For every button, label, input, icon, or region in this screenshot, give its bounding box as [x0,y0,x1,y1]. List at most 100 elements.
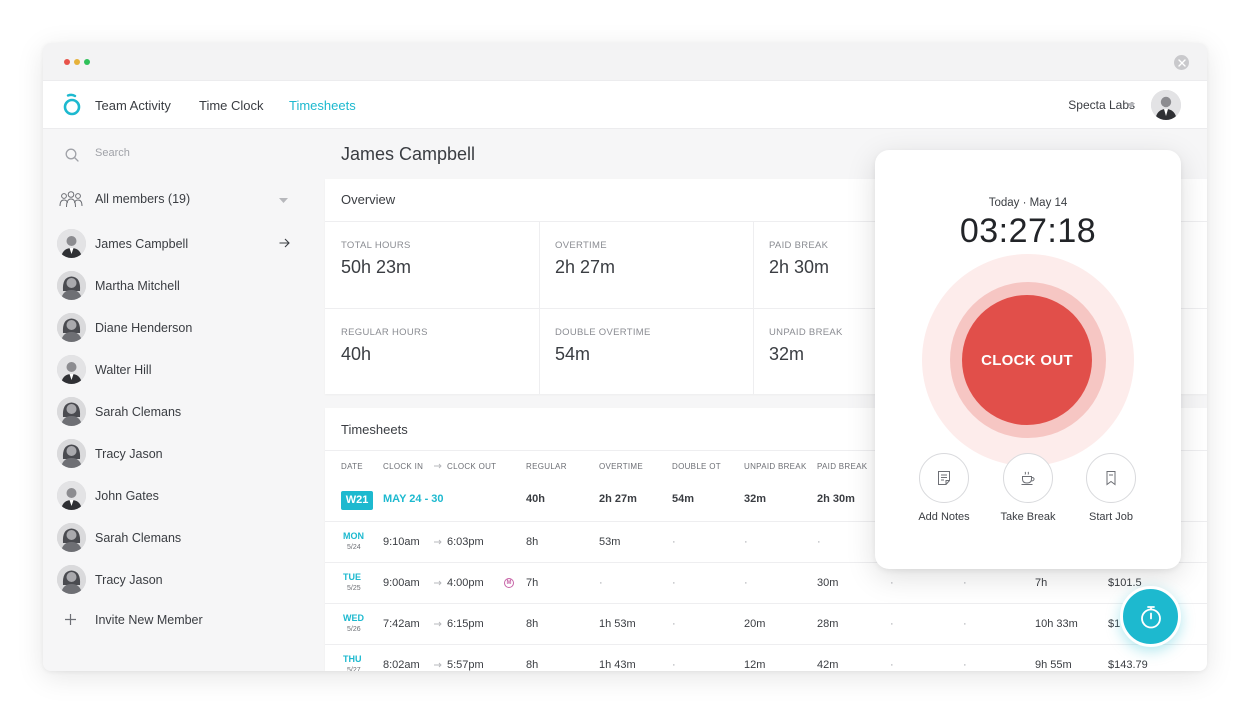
column-header-overtime[interactable]: OVERTIME [599,462,644,471]
member-item[interactable]: Walter Hill [43,353,325,387]
all-members-dropdown[interactable]: All members (19) [43,188,325,212]
tab-timesheets[interactable]: Timesheets [289,98,356,113]
sidebar: All members (19) James Campbell Martha Mi… [43,130,325,671]
add-notes-button[interactable]: Add Notes [904,453,984,523]
add-notes-label: Add Notes [918,511,970,523]
member-name: Sarah Clemans [95,531,182,545]
user-avatar[interactable] [1151,90,1181,120]
row-total: 7h [1035,577,1048,589]
add-notes-circle[interactable] [919,453,969,503]
plus-icon [65,614,76,625]
member-name: Sarah Clemans [95,405,182,419]
row-overtime: · [599,577,603,589]
member-item[interactable]: Martha Mitchell [43,269,325,303]
time-clock-panel: Today · May 14 03:27:18 CLOCK OUT Add No… [875,150,1181,569]
member-item[interactable]: John Gates [43,479,325,513]
member-item[interactable]: James Campbell [43,227,325,261]
stat-regular-hours: REGULAR HOURS 40h [341,327,428,365]
column-header-clock-out[interactable]: CLOCK OUT [447,462,497,471]
clock-out-button[interactable]: CLOCK OUT [962,295,1092,425]
row-total: 10h 33m [1035,618,1078,630]
column-header-paid-break[interactable]: PAID BREAK [817,462,868,471]
stat-label: UNPAID BREAK [769,327,843,338]
today-label: Today · May 14 [988,197,1068,209]
member-name: Diane Henderson [95,321,193,335]
member-name: Tracy Jason [95,447,163,461]
member-item[interactable]: Tracy Jason [43,563,325,597]
row-pay: $1 [1108,618,1121,630]
stopwatch-fab[interactable] [1120,586,1181,647]
arrow-right-icon [434,539,442,545]
table-row[interactable]: THU 5/27 8:02am 5:57pm 8h 1h 43m · 12m 42m · · 9h 5… [325,644,1207,671]
start-job-button[interactable]: Start Job [1071,453,1151,523]
avatar [57,313,86,342]
week-paid-break: 2h 30m [817,493,855,505]
row-pay: $143.79 [1108,659,1148,671]
column-header-regular[interactable]: REGULAR [526,462,567,471]
member-item[interactable]: Tracy Jason [43,437,325,471]
row-regular: 8h [526,659,539,671]
row-regular: 7h [526,577,539,589]
row-unpaid-break: 12m [744,659,766,671]
take-break-button[interactable]: Take Break [988,453,1068,523]
elapsed-timer: 03:27:18 [959,212,1097,250]
all-members-label: All members (19) [95,192,191,206]
tab-time-clock[interactable]: Time Clock [199,98,264,113]
window-close-dot[interactable] [64,59,70,65]
row-date: 5/24 [347,544,361,551]
search-box[interactable] [63,147,303,163]
table-row[interactable]: MON 5/24 9:10am 6:03pm 8h 53m · · · [325,521,1207,562]
chevron-down-icon[interactable] [1127,103,1135,108]
week-unpaid-break: 32m [744,493,767,505]
table-row[interactable]: WED 5/26 7:42am 6:15pm 8h 1h 53m · 20m 28m · · 10h … [325,603,1207,644]
member-item[interactable]: Diane Henderson [43,311,325,345]
member-name: John Gates [95,489,159,503]
row-regular: 8h [526,618,539,630]
row-clock-in: 9:00am [383,577,420,589]
stat-value: 2h 30m [769,257,830,277]
arrow-right-icon[interactable] [279,238,290,248]
divider [539,221,540,394]
week-regular: 40h [526,493,545,505]
start-job-label: Start Job [1088,511,1134,523]
stat-value: 54m [555,344,591,364]
column-header-date[interactable]: DATE [341,462,363,471]
take-break-label: Take Break [1000,511,1056,523]
week-range: MAY 24 - 30 [383,493,444,505]
avatar [57,523,86,552]
column-header-double-ot[interactable]: DOUBLE OT [672,462,721,471]
take-break-circle[interactable] [1003,453,1053,503]
search-input[interactable] [95,147,295,159]
stat-overtime: OVERTIME 2h 27m [555,240,615,278]
notes-icon [938,471,950,485]
close-icon[interactable] [1174,55,1189,70]
member-item[interactable]: Sarah Clemans [43,521,325,555]
window-minimize-dot[interactable] [74,59,80,65]
organization-name[interactable]: Specta Labs [1068,98,1135,112]
row-clock-out: 6:03pm [447,536,484,548]
row-regular: 8h [526,536,539,548]
row-double-ot: · [672,536,676,548]
week-summary-row[interactable]: W21 MAY 24 - 30 40h 2h 27m 54m 32m 2h 30… [325,480,1207,521]
avatar [57,397,86,426]
arrow-right-icon [434,621,442,627]
row-overtime: 1h 53m [599,618,636,630]
row-day: THU [343,654,362,664]
row-clock-in: 7:42am [383,618,420,630]
row-double-ot: · [672,577,676,589]
column-header-clock-in[interactable]: CLOCK IN [383,462,424,471]
arrow-right-icon [434,580,442,586]
row-c8: · [890,659,894,671]
column-header-unpaid-break[interactable]: UNPAID BREAK [744,462,807,471]
invite-member-button[interactable]: Invite New Member [43,610,325,634]
manual-entry-badge: M [504,578,514,588]
start-job-circle[interactable] [1086,453,1136,503]
row-double-ot: · [672,659,676,671]
row-paid-break: 28m [817,618,839,630]
window-maximize-dot[interactable] [84,59,90,65]
row-overtime: 53m [599,536,621,548]
member-item[interactable]: Sarah Clemans [43,395,325,429]
table-row[interactable]: TUE 5/25 9:00am 4:00pm M 7h · · · 30m · · 7h $101.5 [325,562,1207,603]
tab-team-activity[interactable]: Team Activity [95,98,171,113]
row-date: 5/25 [347,585,361,592]
